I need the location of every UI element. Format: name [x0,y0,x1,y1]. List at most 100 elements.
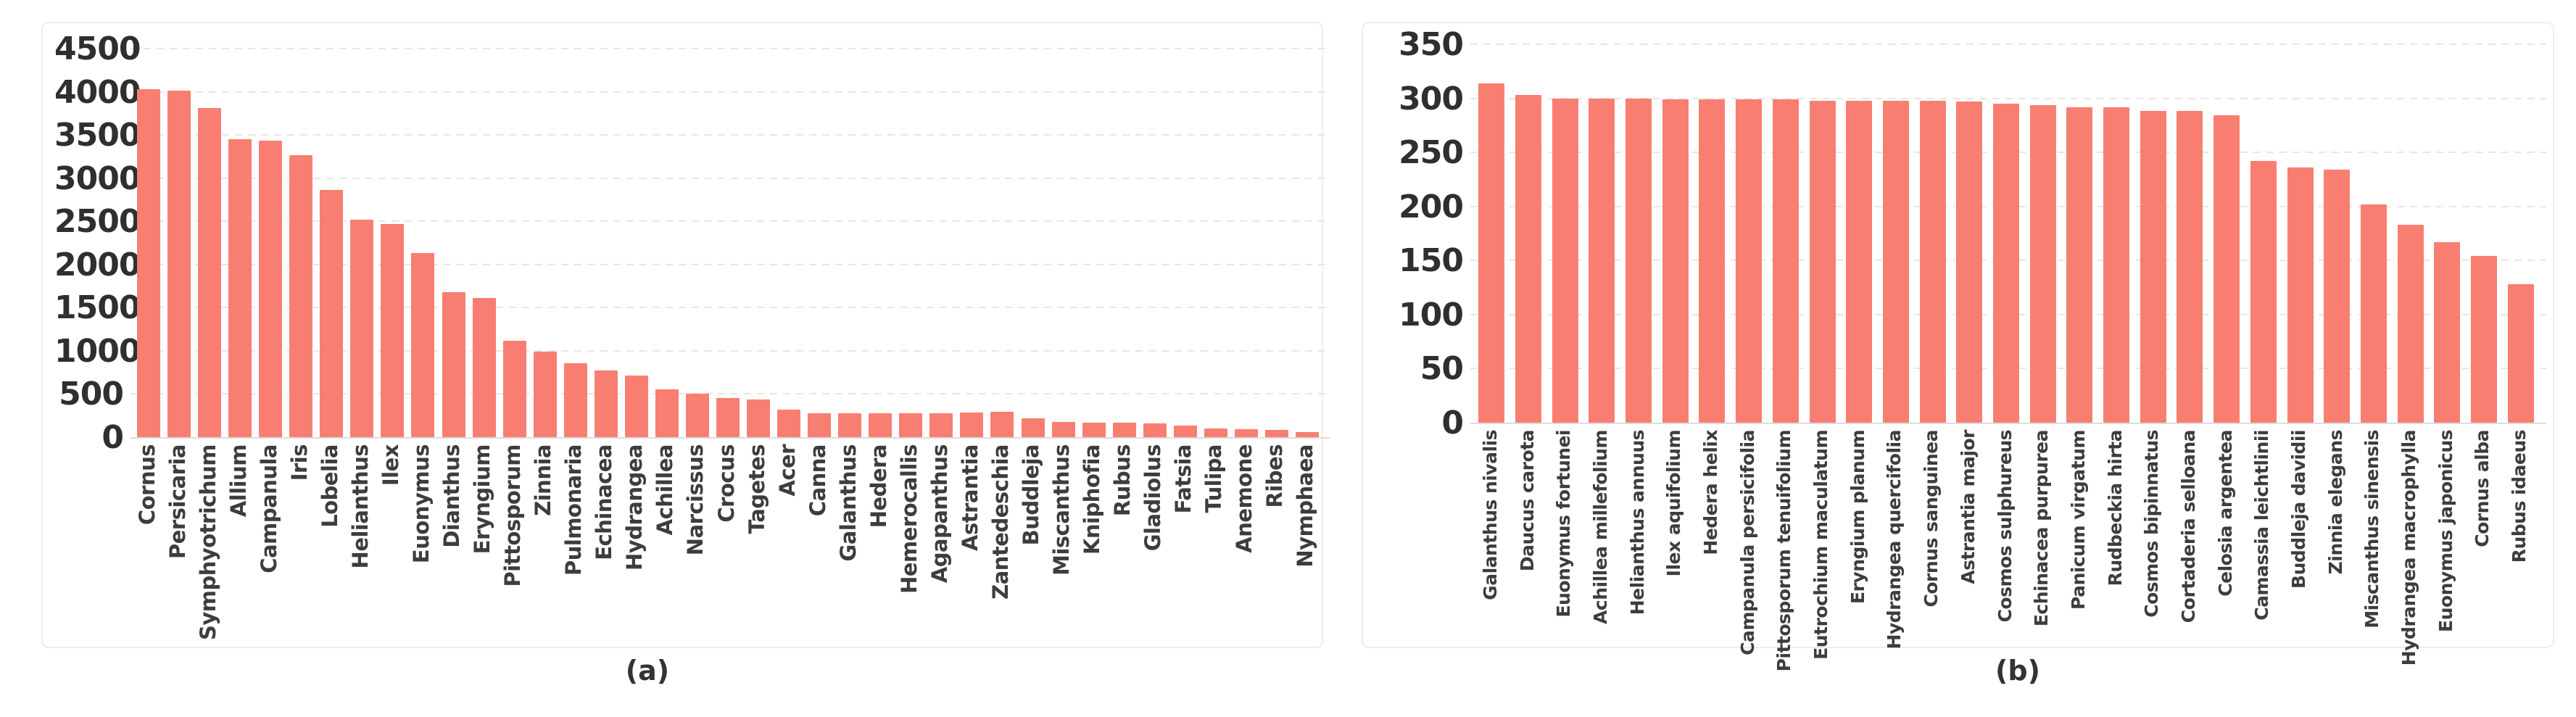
bar-acer [777,409,801,437]
bar-helianthus [350,219,374,437]
bar-fatsia [1173,425,1197,437]
y-axis-tick-label: 1500 [54,289,141,327]
bar-zantedeschia [990,412,1014,437]
bar-canna [808,413,832,437]
y-axis-tick-label: 300 [1399,80,1464,117]
bar-daucus-carota [1515,95,1542,423]
x-axis-category-label: Eutrochium maculatum [1810,430,1832,660]
x-axis-category-label: Kniphofia [1080,444,1105,555]
bar-achillea-millefolium [1589,98,1615,423]
y-axis-tick-label: 500 [59,376,124,413]
x-axis-category-label: Hydrangea [622,444,647,571]
y-axis-tick-label: 1000 [54,332,141,370]
x-axis-category-label: Camassia leichtlinii [2251,430,2273,621]
x-axis-category-label: Campanula [256,444,281,573]
x-axis-category-label: Lobelia [317,444,342,528]
bar-astrantia-major [1956,101,1983,423]
x-axis-category-label: Pittosporum [500,444,526,587]
x-axis-category-label: Acer [774,444,800,497]
bar-lobelia [320,190,344,437]
bar-cornus [137,88,161,437]
y-axis-tick-label: 0 [102,419,124,456]
x-axis-category-label: Cornus alba [2472,430,2493,547]
bar-eutrochium-maculatum [1809,100,1836,423]
x-axis-category-label: Ilex aquifolium [1663,430,1685,577]
gridline-y-500 [131,393,1330,395]
y-axis-tick-label: 250 [1399,134,1464,172]
x-axis-category-label: Cosmos bipinnatus [2141,430,2163,618]
x-axis-category-label: Astrantia [957,444,982,551]
chart-panel-b: 0 50 100 150 200 250 300 350 Galanthus nivalis Da… [1362,22,2554,671]
bar-ilex-aquifolium [1662,99,1689,423]
gridline-y-3500 [131,134,1330,136]
x-axis-category-label: Euonymus fortunei [1553,430,1575,618]
gridline-y-2500 [131,220,1330,223]
x-axis-category-label: Celosia argentea [2214,430,2236,597]
x-axis-category-label: Pittosporum tenuifolium [1773,430,1795,672]
bar-gladiolus [1143,423,1167,437]
bar-echinacea [594,370,618,437]
bar-campanula [259,141,283,437]
bar-kniphofia [1082,422,1106,437]
bar-panicum-virgatum [2066,107,2093,423]
gridline-y-1500 [131,307,1330,309]
bar-persicaria [167,91,191,437]
bar-euonymus-japonicus [2434,241,2461,423]
x-axis-category-label: Ribes [1262,444,1288,508]
x-axis-line [1470,423,2546,424]
x-axis-category-label: Helianthus annuus [1626,430,1648,616]
x-axis-category-label: Ilex [378,444,403,486]
x-axis-category-label: Echinacea [592,444,617,560]
x-axis-category-label: Iris [286,444,312,481]
gridline-y-4500 [131,48,1330,49]
bar-nymphaea [1295,432,1319,437]
x-axis-category-label: Agapanthus [927,444,952,584]
bar-tagetes [747,399,771,437]
x-axis-category-label: Rudbeckia hirta [2104,430,2126,587]
x-axis-category-label: Hemerocallis [896,444,922,594]
bar-agapanthus [929,413,953,437]
x-axis-category-label: Rubus idaeus [2509,430,2530,563]
x-axis-category-label: Fatsia [1171,444,1196,514]
x-axis-category-label: Achillea millefolium [1589,430,1611,624]
bar-hedera-helix [1699,99,1726,423]
gridline-y-2000 [131,263,1330,265]
x-axis-category-label: Buddleja davidii [2288,430,2310,589]
chart-panel-a: 0 500 1000 1500 2000 2500 3000 3500 4000 4500 Corn… [41,22,1330,648]
x-axis-category-label: Rubus [1110,444,1135,517]
bar-eryngium [472,298,496,437]
x-axis-category-label: Helianthus [347,444,373,569]
x-axis-category-label: Nymphaea [1293,444,1318,568]
gridline-y-350 [1470,43,2546,45]
y-axis-tick-label: 50 [1420,350,1464,388]
x-axis-category-label: Persicaria [165,444,190,559]
bar-symphyotrichum [198,108,222,437]
bar-hedera [869,413,893,437]
x-axis-category-label: Tagetes [744,444,769,534]
bar-miscanthus [1051,421,1075,437]
bar-hydrangea-quercifolia [1882,100,1909,423]
bar-hemerocallis [899,413,923,437]
gridline-y-3000 [131,177,1330,179]
x-axis-category-label: Zinnia elegans [2324,430,2346,575]
x-axis-category-label: Hedera helix [1699,430,1721,555]
y-axis-tick-label: 200 [1399,188,1464,225]
bar-eryngium-planum [1846,100,1873,423]
x-axis-category-label: Cornus sanguinea [1921,430,1942,608]
x-axis-category-label: Galanthus nivalis [1479,430,1501,600]
bar-cornus-sanguinea [1919,100,1946,423]
x-axis-category-label: Pulmonaria [561,444,587,576]
bar-helianthus-annuus [1625,98,1652,423]
bar-rudbeckia-hirta [2103,107,2130,423]
x-axis-category-label: Daucus carota [1516,430,1538,572]
bar-anemone [1234,428,1258,437]
y-axis-tick-label: 4500 [54,30,141,67]
gridline-y-300 [1470,97,2546,99]
bar-iris [289,154,313,437]
bar-ilex [381,223,405,437]
y-axis-tick-label: 100 [1399,296,1464,333]
x-axis-category-label: Miscanthus sinensis [2361,430,2383,629]
bar-echinacea-purpurea [2029,104,2056,423]
bar-cosmos-sulphureus [1993,104,2019,423]
x-axis-category-label: Eryngium planum [1847,430,1868,604]
